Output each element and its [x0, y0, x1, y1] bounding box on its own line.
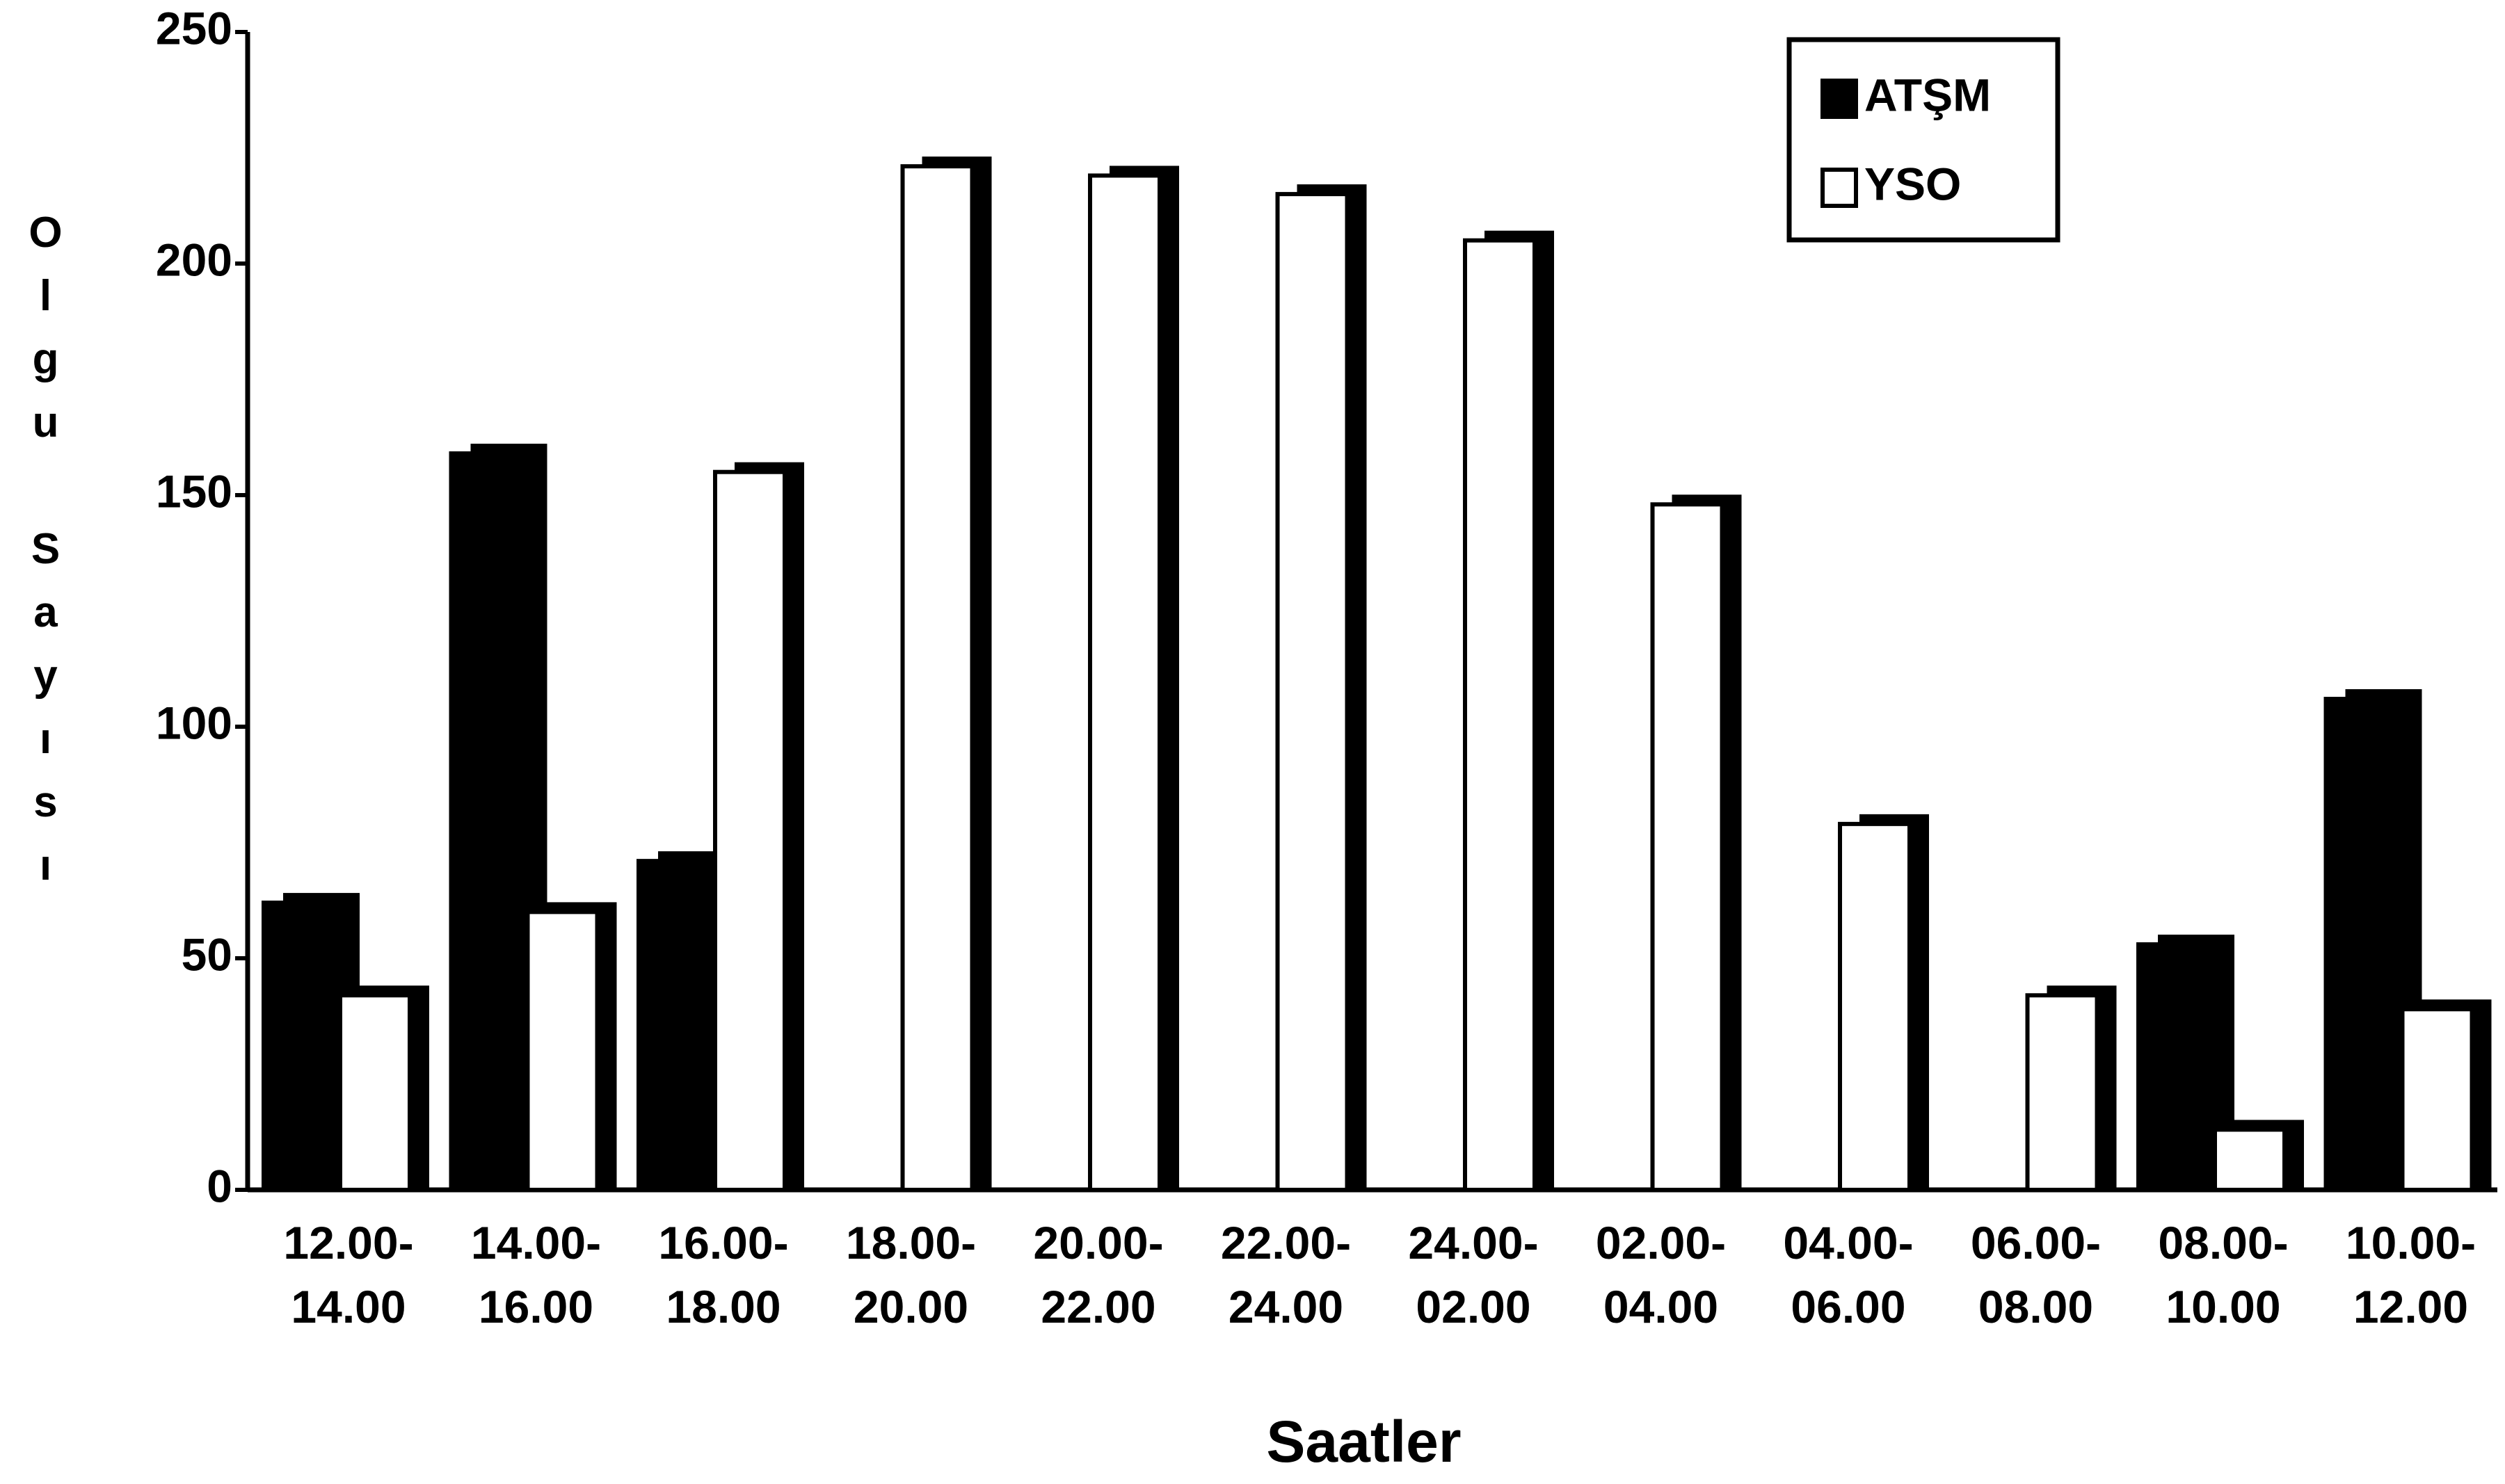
x-tick-label: 20.00- 22.00 — [1033, 1217, 1164, 1332]
legend-swatch — [1820, 79, 1858, 119]
bar — [900, 164, 975, 1192]
bar — [1275, 192, 1350, 1193]
bar — [525, 910, 600, 1193]
bar — [713, 469, 787, 1193]
bar — [2025, 993, 2099, 1193]
legend-label: ATŞM — [1864, 69, 1991, 120]
y-axis-label: Olgu Sayısı — [22, 209, 70, 905]
bar — [338, 993, 412, 1193]
y-tick-label: 200 — [156, 234, 232, 285]
y-tick-label: 0 — [207, 1160, 232, 1211]
x-tick-label: 16.00- 18.00 — [658, 1217, 789, 1332]
y-tick-label: 250 — [156, 2, 232, 54]
bar — [449, 451, 530, 1192]
bar — [637, 859, 717, 1192]
x-tick-label: 02.00- 04.00 — [1595, 1217, 1727, 1332]
bar — [2400, 1007, 2474, 1192]
bar — [1650, 502, 1724, 1192]
x-tick-label: 18.00- 20.00 — [845, 1217, 977, 1332]
legend-label: YSO — [1864, 158, 1961, 209]
x-tick-label: 04.00- 06.00 — [1783, 1217, 1914, 1332]
x-tick-label: 22.00- 24.00 — [1220, 1217, 1352, 1332]
x-tick-label: 06.00- 08.00 — [1970, 1217, 2102, 1332]
x-tick-label: 12.00- 14.00 — [283, 1217, 414, 1332]
bar — [2213, 1127, 2287, 1193]
x-tick-label: 24.00- 02.00 — [1408, 1217, 1539, 1332]
bar — [1463, 238, 1537, 1193]
bar — [1088, 173, 1162, 1193]
y-tick-label: 50 — [182, 928, 232, 980]
x-tick-label: 08.00- 10.00 — [2158, 1217, 2289, 1332]
y-tick-label: 150 — [156, 465, 232, 517]
bar — [2323, 697, 2405, 1192]
x-axis-label: Saatler — [1266, 1409, 1462, 1474]
legend-swatch — [1820, 168, 1858, 208]
x-tick-label: 10.00- 12.00 — [2345, 1217, 2476, 1332]
bar — [2136, 942, 2217, 1193]
bar — [1838, 821, 1912, 1192]
y-tick-label: 100 — [156, 697, 232, 748]
x-tick-label: 14.00- 16.00 — [470, 1217, 602, 1332]
bar — [262, 901, 342, 1192]
